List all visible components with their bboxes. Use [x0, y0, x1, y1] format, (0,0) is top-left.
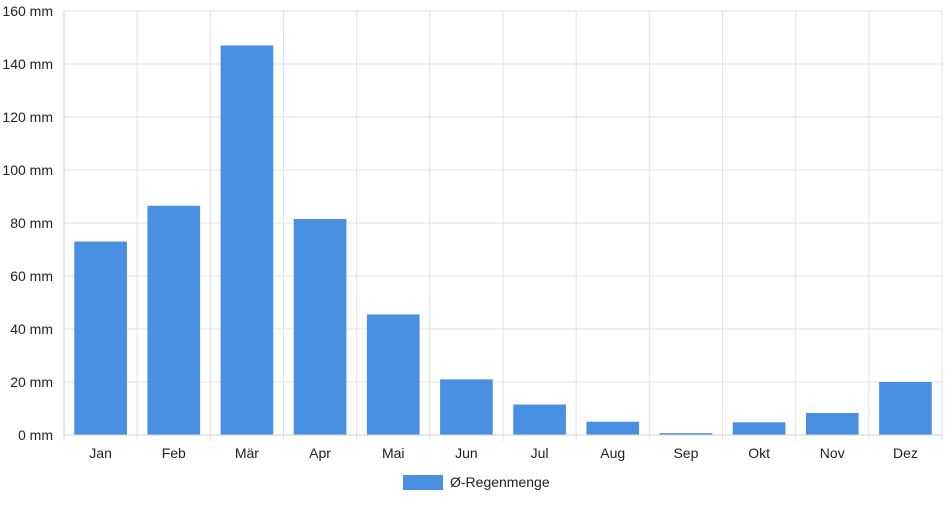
x-tick-label: Aug	[600, 445, 625, 461]
x-tick-labels: Jan Feb Mär Apr Mai Jun Jul Aug Sep Okt Nov Dez	[89, 445, 918, 461]
bar-Nov[interactable]	[805, 413, 859, 435]
bar-Mär[interactable]	[220, 45, 274, 435]
bar-Jan[interactable]	[74, 241, 127, 435]
bar-Sep[interactable]	[659, 433, 713, 435]
bar-Apr[interactable]	[293, 219, 347, 435]
x-tick-label: Feb	[162, 445, 186, 461]
x-tick-label: Mai	[382, 445, 405, 461]
y-tick-label: 100 mm	[2, 162, 53, 178]
legend[interactable]: Ø-Regenmenge	[403, 474, 550, 490]
y-tick-label: 140 mm	[2, 56, 53, 72]
x-tick-label: Nov	[820, 445, 845, 461]
bar-series	[74, 45, 932, 435]
y-tick-label: 0 mm	[18, 427, 53, 443]
legend-swatch[interactable]	[403, 475, 443, 490]
x-tick-label: Jan	[89, 445, 112, 461]
grid-lines	[63, 10, 943, 441]
x-tick-label: Jun	[455, 445, 478, 461]
x-tick-label: Okt	[748, 445, 770, 461]
x-tick-label: Apr	[309, 445, 331, 461]
x-tick-label: Sep	[673, 445, 698, 461]
bar-Dez[interactable]	[879, 382, 932, 435]
y-tick-label: 40 mm	[10, 321, 53, 337]
bar-Mai[interactable]	[366, 314, 420, 435]
legend-label[interactable]: Ø-Regenmenge	[450, 474, 550, 490]
axes	[63, 11, 942, 436]
bar-Okt[interactable]	[732, 422, 786, 435]
y-tick-label: 160 mm	[2, 3, 53, 19]
y-tick-label: 60 mm	[10, 268, 53, 284]
bar-Jun[interactable]	[440, 379, 493, 435]
bar-Feb[interactable]	[147, 205, 201, 435]
y-tick-labels: 0 mm 20 mm 40 mm 60 mm 80 mm 100 mm 120 mm 140 …	[2, 3, 53, 443]
x-tick-label: Mär	[235, 445, 259, 461]
x-tick-label: Dez	[893, 445, 918, 461]
y-tick-label: 120 mm	[2, 109, 53, 125]
y-tick-label: 20 mm	[10, 374, 53, 390]
bar-Jul[interactable]	[513, 404, 566, 435]
y-tick-label: 80 mm	[10, 215, 53, 231]
x-tick-label: Jul	[531, 445, 549, 461]
bar-Aug[interactable]	[586, 421, 640, 435]
